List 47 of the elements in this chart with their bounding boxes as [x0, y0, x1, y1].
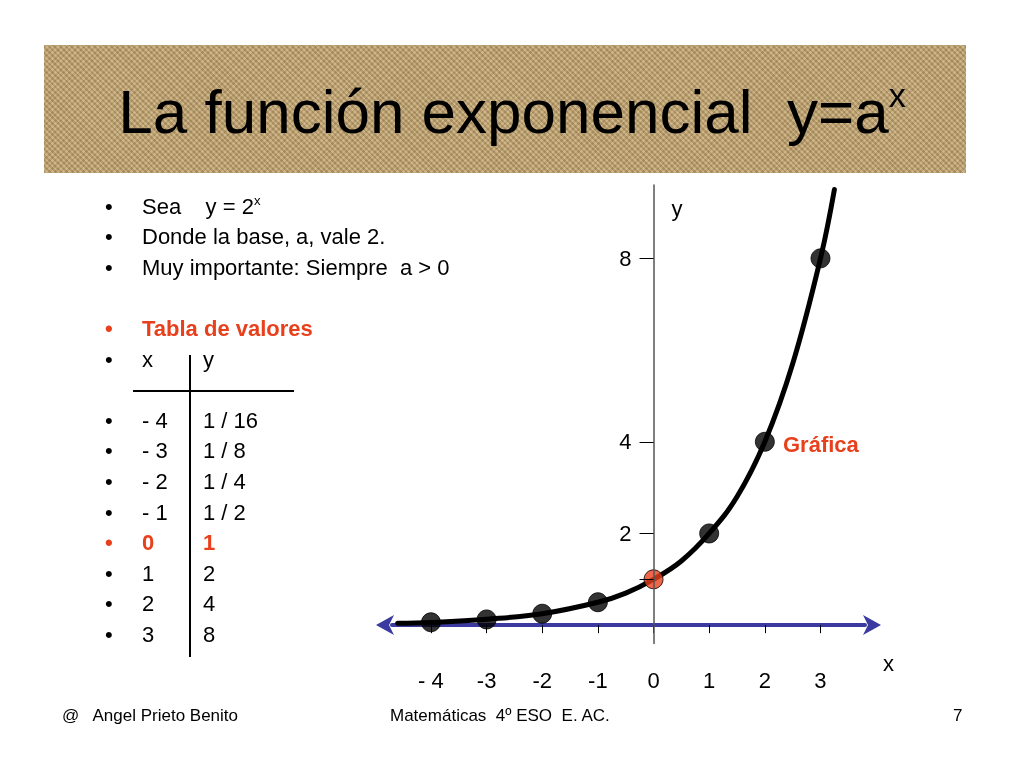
chart-title: La función exponencial y=a$^{x}$ [117, 75, 907, 148]
text: 1 [202, 529, 216, 558]
text: • - 4 [105, 406, 169, 435]
text: • - 3 [105, 437, 169, 466]
text: • - 2 [105, 468, 169, 497]
x-tick-label: 1 [703, 668, 716, 693]
text: 8 [202, 621, 216, 649]
x-axis-title: x [883, 650, 894, 676]
y-tick-label: 8 [619, 245, 632, 271]
y-tick-label: 2 [619, 520, 632, 546]
text: @ Angel Prieto Benito [62, 706, 239, 726]
x-tick-label: -2 [532, 668, 553, 693]
text: Matemáticas 4º ESO E. AC. [390, 706, 610, 726]
x-tick-label: -3 [476, 668, 497, 693]
text: • - 1 [105, 498, 169, 527]
text: 1 / 4 [202, 468, 246, 497]
x-tick-label: 2 [758, 668, 771, 693]
point [754, 431, 775, 452]
x-tick-label: 3 [814, 668, 827, 693]
text: • 2 [105, 590, 156, 619]
text: 1 / 2 [202, 498, 246, 527]
text: • 3 [105, 621, 156, 649]
x-tick-label: 0 [647, 668, 660, 693]
y-tick-label: 4 [619, 429, 632, 455]
text: • 0 [105, 529, 156, 558]
annotation: Gráfica [783, 432, 859, 458]
text: 1 / 16 [202, 406, 259, 435]
text: • x [105, 345, 154, 374]
text: y [202, 345, 214, 374]
text: • Donde la base, a, vale 2. [105, 223, 387, 252]
text: • Tabla de valores [105, 315, 314, 344]
x-tick-label: -1 [588, 668, 608, 693]
text: 7 [953, 706, 963, 726]
text: 2 [202, 559, 216, 588]
point [699, 523, 720, 544]
point [532, 603, 553, 624]
x-tick-label: - 4 [418, 668, 444, 693]
y-axis-title: y [671, 195, 683, 221]
annotation: • Muy importante: Siempre a > 0 [105, 253, 450, 282]
text: • Sea y = 2$^{x}$ [105, 191, 262, 221]
point [587, 592, 608, 613]
text: 1 / 8 [202, 437, 246, 466]
text: 4 [202, 590, 216, 619]
point [810, 248, 831, 269]
point [476, 609, 497, 630]
point [420, 612, 441, 633]
text: • 1 [105, 559, 156, 588]
